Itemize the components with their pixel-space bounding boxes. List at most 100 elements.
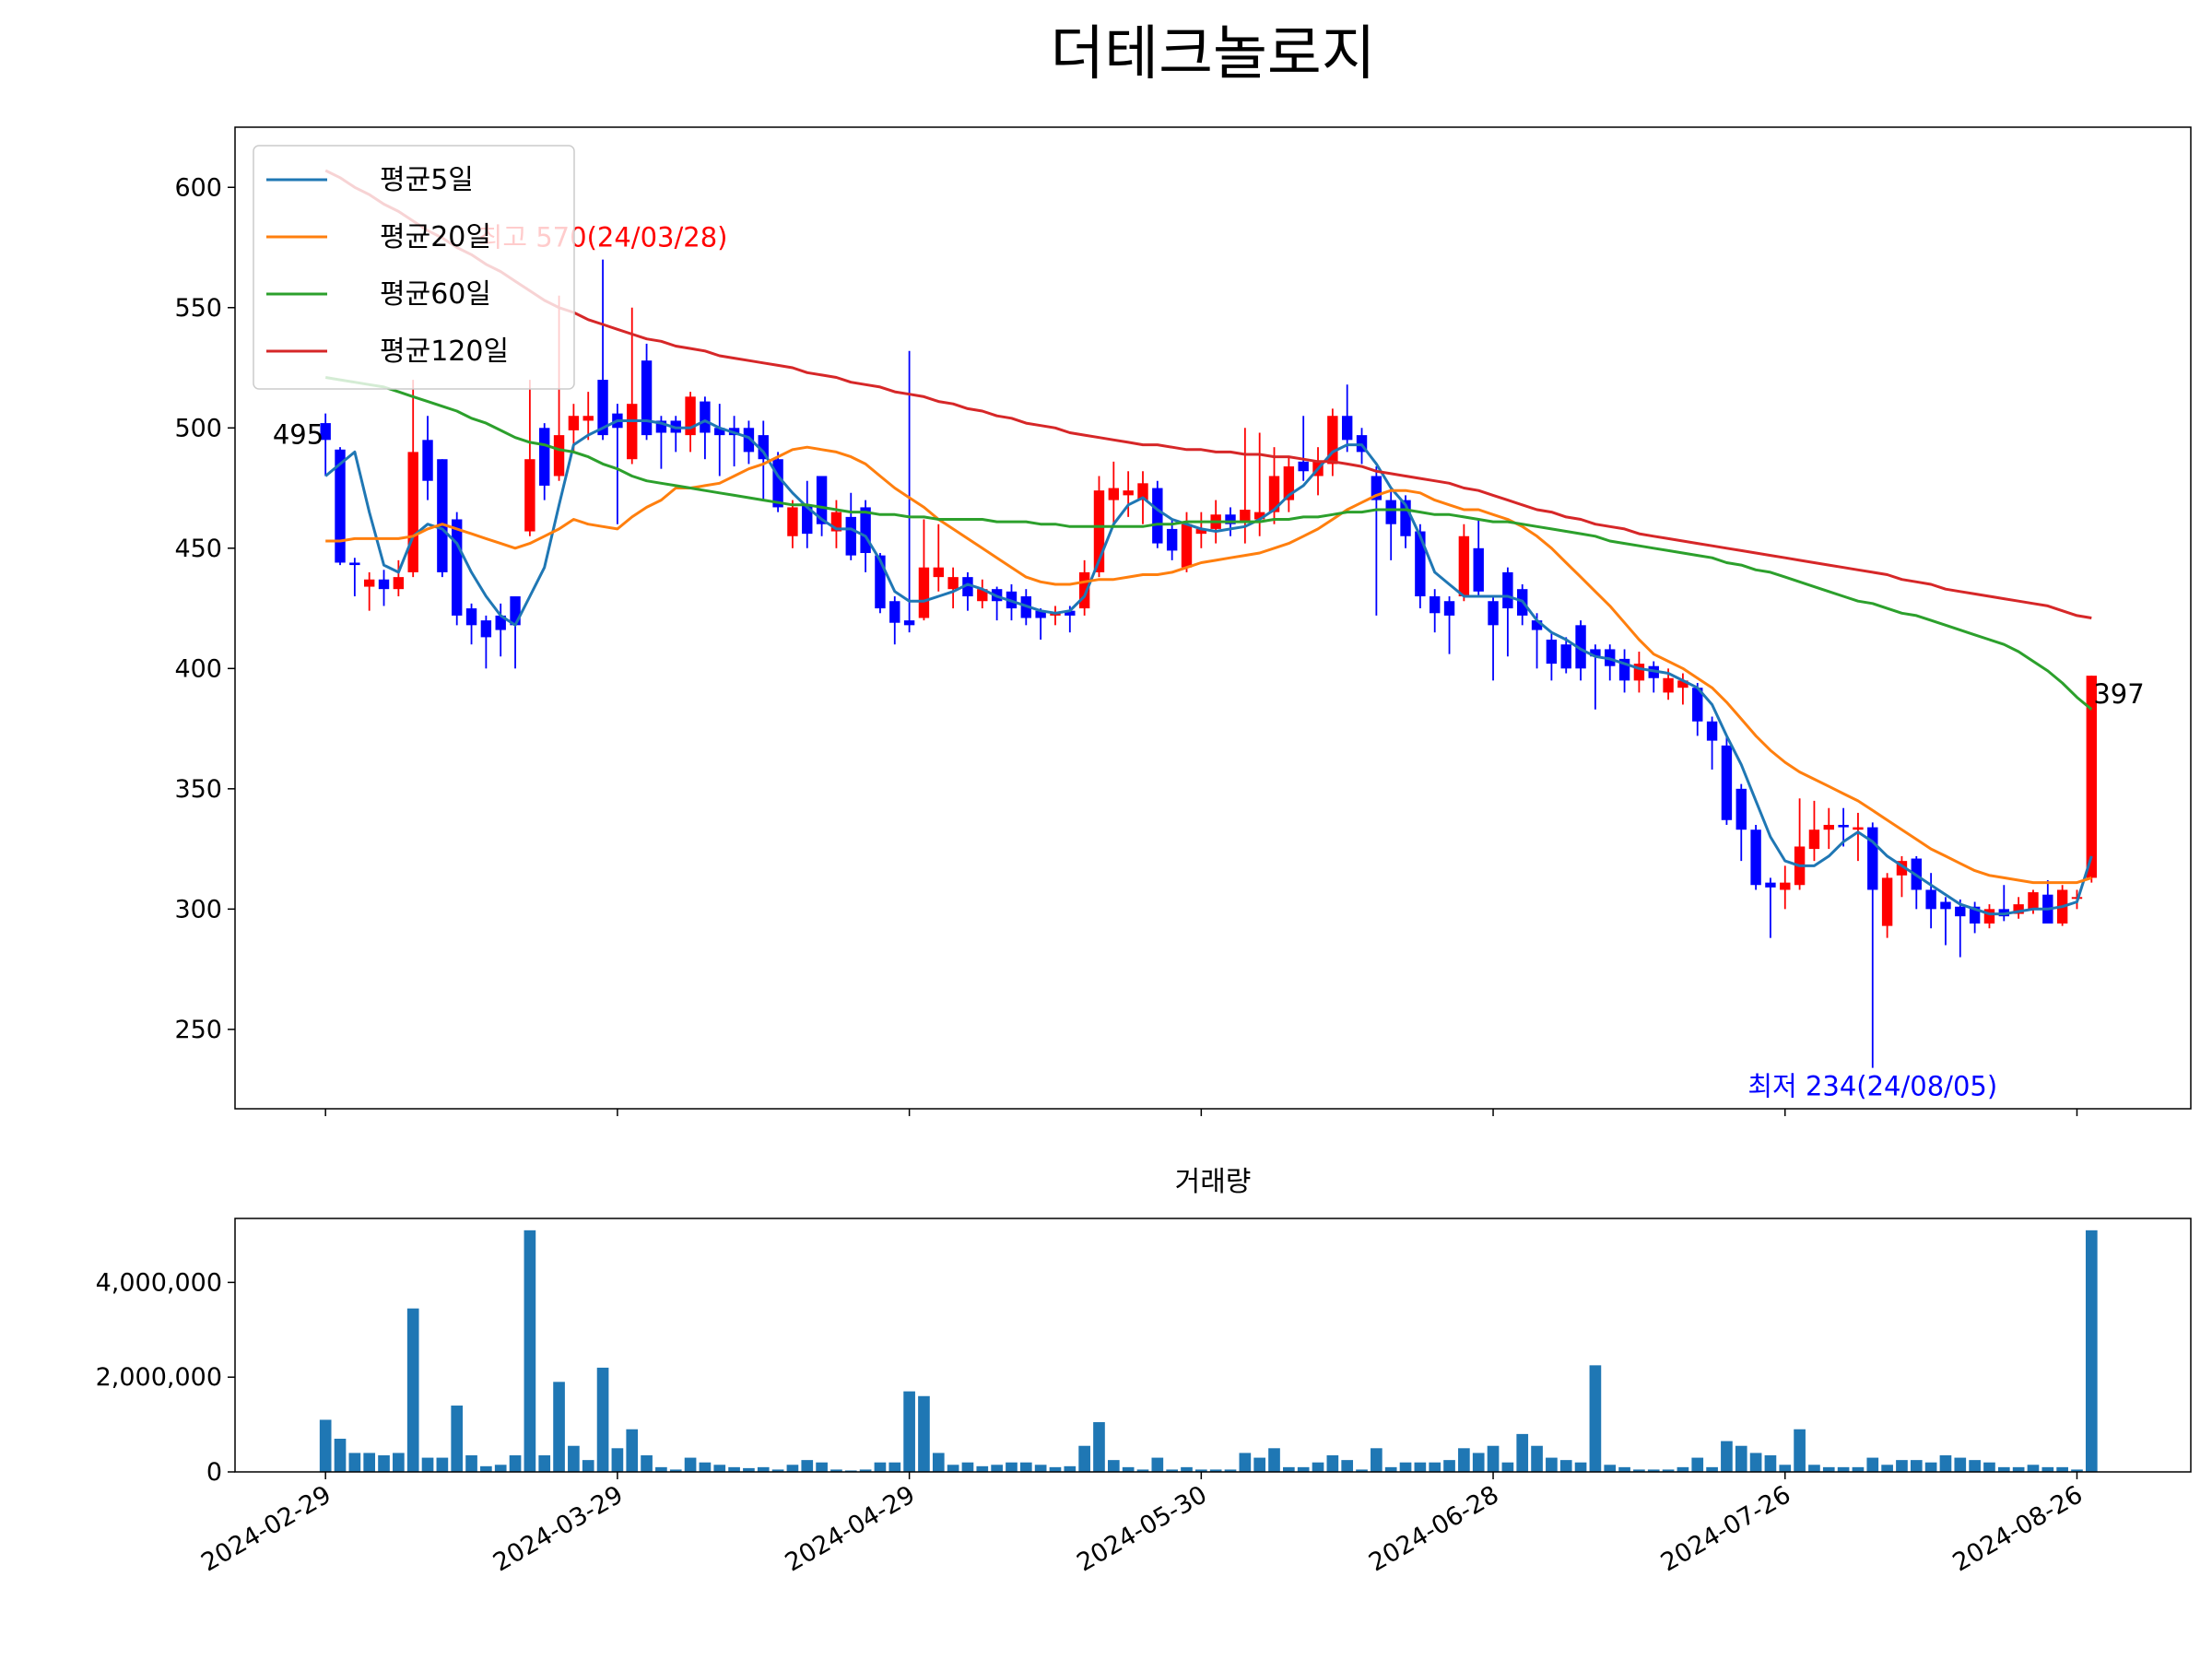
candle-body: [845, 516, 856, 556]
volume-bar: [2027, 1465, 2040, 1472]
candle-body: [830, 512, 842, 532]
legend-label: 평균60일: [380, 278, 491, 311]
candle-body: [1225, 514, 1236, 524]
candle-body: [320, 423, 331, 441]
candle-body: [1166, 528, 1178, 551]
candle-body: [1443, 601, 1455, 616]
ma-line: [324, 419, 2093, 916]
candle-body: [1035, 610, 1046, 618]
candle-body: [1721, 745, 1733, 820]
candle-body: [947, 577, 959, 590]
candle-body: [1400, 500, 1411, 536]
candle-body: [743, 428, 755, 453]
candle-body: [393, 577, 405, 590]
volume-bar: [801, 1460, 814, 1472]
candle-body: [1341, 416, 1353, 441]
volume-bar: [1472, 1453, 1485, 1472]
volume-bar: [1954, 1457, 1967, 1472]
volume-bar: [830, 1469, 842, 1472]
volume-bar: [582, 1460, 594, 1472]
candle-body: [627, 404, 638, 460]
y-tick-label: 500: [174, 414, 222, 442]
volume-bar: [1706, 1466, 1718, 1472]
candle-body: [1780, 882, 1791, 890]
volume-bar: [611, 1448, 624, 1472]
candle-body: [1677, 680, 1688, 688]
candle-body: [1955, 906, 1966, 917]
volume-bar: [1881, 1465, 1893, 1472]
volume-bar: [903, 1391, 915, 1472]
volume-bar: [1224, 1469, 1237, 1472]
volume-bar: [743, 1467, 755, 1472]
volume-bar: [1341, 1460, 1354, 1472]
ma-line: [325, 445, 2092, 885]
volume-bar: [641, 1455, 653, 1472]
volume-bar: [1312, 1462, 1324, 1472]
volume-bar: [1969, 1460, 1981, 1472]
volume-bar: [1866, 1457, 1879, 1472]
volume-bar: [1910, 1460, 1923, 1472]
volume-bar: [596, 1367, 609, 1472]
candle-body: [480, 620, 492, 638]
volume-bar: [1283, 1466, 1295, 1472]
y-tick-label: 4,000,000: [96, 1268, 222, 1297]
volume-bar: [406, 1308, 419, 1472]
volume-bar: [684, 1457, 697, 1472]
legend-label: 평균5일: [380, 164, 474, 196]
legend-label: 평균120일: [380, 335, 509, 368]
candle-body: [335, 449, 346, 563]
candle-body: [1925, 889, 1936, 910]
candle-body: [641, 360, 653, 436]
volume-bar: [538, 1455, 551, 1472]
candle-body: [1633, 664, 1645, 681]
candle-body: [1546, 639, 1558, 665]
volume-bar: [1647, 1469, 1660, 1472]
candle-body: [1473, 547, 1484, 592]
volume-bar: [728, 1466, 740, 1472]
candle-body: [700, 401, 711, 433]
candle-body: [1940, 901, 1951, 910]
candle-body: [582, 416, 594, 421]
candle-body: [568, 416, 580, 430]
candle-body: [524, 459, 535, 532]
volume-bar: [1896, 1460, 1908, 1472]
candle-body: [1253, 512, 1265, 520]
candle-body: [1663, 677, 1674, 693]
volume-bar: [976, 1465, 989, 1472]
candle-body: [1823, 824, 1834, 830]
candle-body: [349, 562, 360, 566]
y-tick-label: 300: [174, 895, 222, 924]
candle-body: [1560, 644, 1571, 669]
candle-body: [2086, 676, 2098, 878]
volume-bar: [524, 1230, 536, 1472]
annotation: 최저 234(24/08/05): [1747, 1071, 1997, 1102]
volume-bar: [1414, 1462, 1427, 1472]
candle-body: [1969, 906, 1981, 924]
candle-body: [1108, 488, 1120, 500]
candle-body: [1152, 488, 1163, 544]
volume-bar: [1049, 1466, 1062, 1472]
volume-bar: [1721, 1441, 1733, 1472]
volume-bar: [786, 1465, 799, 1472]
legend-label: 평균20일: [380, 221, 491, 253]
x-tick-label: 2024-03-29: [488, 1480, 628, 1577]
candle-body: [465, 608, 477, 626]
volume-bar: [1136, 1469, 1149, 1472]
volume-bar: [1356, 1469, 1368, 1472]
volume-bar: [421, 1457, 434, 1472]
volume-bar: [1253, 1457, 1266, 1472]
volume-bar: [1181, 1466, 1193, 1472]
candle-body: [1240, 510, 1251, 523]
volume-bar: [1458, 1448, 1470, 1472]
volume-bar: [1166, 1469, 1178, 1472]
x-tick-label: 2024-08-26: [1948, 1480, 2088, 1577]
y-tick-label: 550: [174, 294, 222, 323]
candle-body: [860, 507, 871, 554]
volume-bar: [932, 1453, 945, 1472]
ma-line: [324, 376, 2093, 711]
volume-bar: [1487, 1445, 1500, 1472]
volume-bar: [1239, 1453, 1252, 1472]
x-tick-label: 2024-05-30: [1072, 1480, 1211, 1577]
